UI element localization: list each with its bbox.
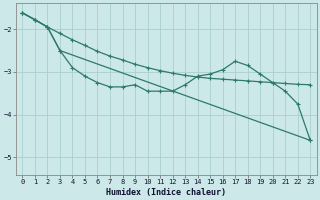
X-axis label: Humidex (Indice chaleur): Humidex (Indice chaleur): [106, 188, 226, 197]
